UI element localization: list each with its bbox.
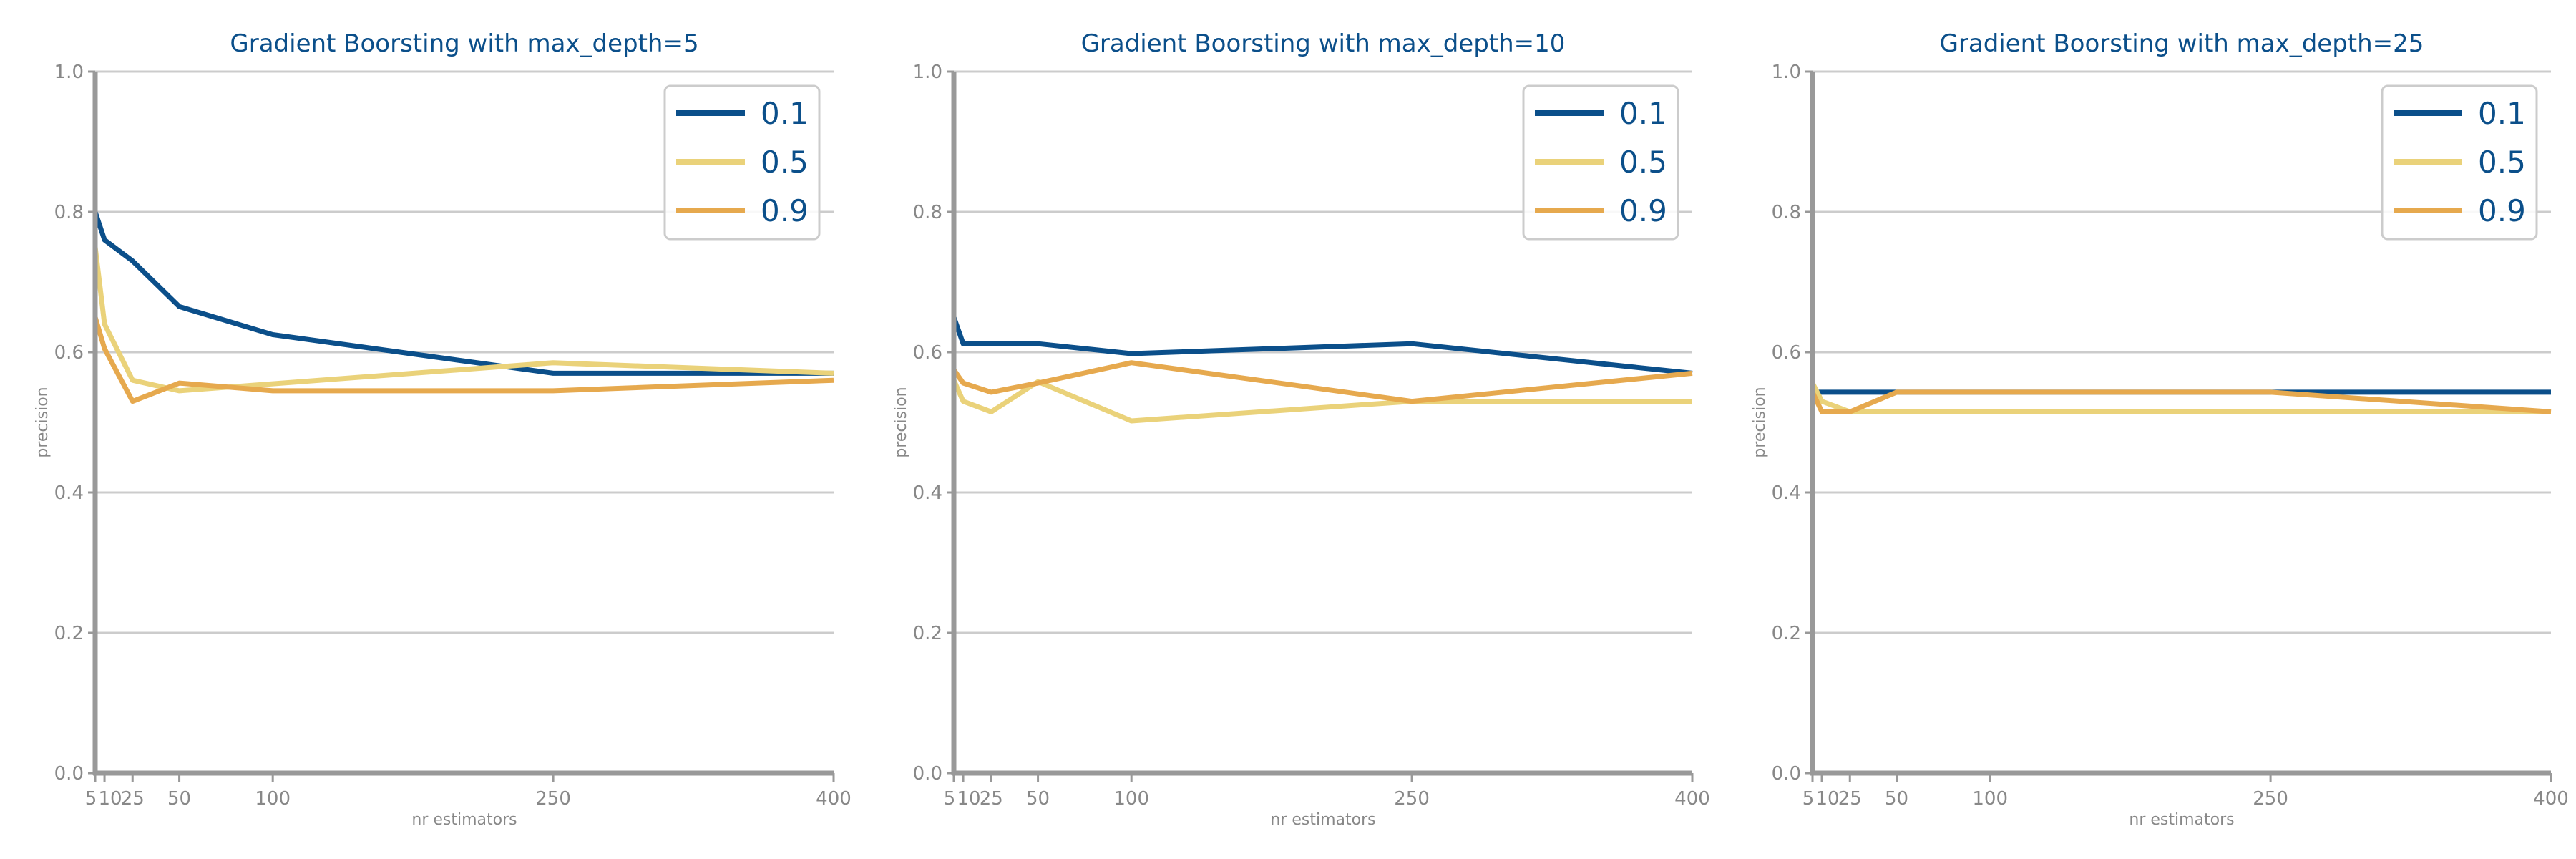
y-axis-label: precision [34, 387, 52, 457]
chart-panel-depth-10: 0.0 0.2 0.4 0.6 0.8 1.0 5 10 25 50 100 250 400 Gradie… [859, 0, 1717, 859]
series-line-0-1 [951, 316, 1693, 376]
x-tick-label: 50 [167, 788, 191, 810]
series-line-0-9 [1810, 389, 2552, 414]
x-tick-label: 100 [255, 788, 291, 810]
y-tick-label: 0.8 [913, 202, 942, 223]
y-axis-label: precision [1751, 387, 1769, 457]
legend-label: 0.9 [1619, 193, 1667, 228]
x-tick-label: 5 [85, 788, 97, 810]
x-tick-label: 250 [1394, 788, 1430, 810]
y-tick-label: 0.0 [913, 763, 942, 785]
x-axis-label: nr estimators [1270, 811, 1375, 829]
x-tick-label: 100 [1972, 788, 2008, 810]
series-line-0-9 [92, 316, 834, 404]
y-axis-label: precision [892, 387, 910, 457]
legend: 0.1 0.5 0.9 [663, 84, 821, 241]
x-tick-label: 10 [99, 788, 122, 810]
y-tick-label: 0.4 [1772, 482, 1801, 504]
legend-label: 0.9 [761, 193, 809, 228]
series-line-0-5 [1810, 382, 2551, 414]
y-tick-label: 0.6 [1772, 342, 1801, 364]
x-tick-label: 10 [1816, 788, 1840, 810]
x-tick-label: 400 [2533, 788, 2569, 810]
chart-panel-depth-5: 0.0 0.2 0.4 0.6 0.8 1.0 5 10 25 50 100 250 400 Gradie… [0, 0, 859, 859]
y-tick-label: 0.8 [1772, 202, 1801, 223]
y-tick-label: 0.2 [1772, 623, 1801, 644]
y-tick-label: 0.6 [54, 342, 84, 364]
legend: 0.1 0.5 0.9 [2381, 84, 2538, 241]
x-axis-label: nr estimators [2129, 811, 2234, 829]
legend-label: 0.5 [761, 145, 809, 180]
x-tick-label: 5 [944, 788, 956, 810]
chart-title: Gradient Boorsting with max_depth=10 [1081, 29, 1566, 58]
y-tick-label: 1.0 [1772, 62, 1801, 83]
y-tick-label: 0.0 [1772, 763, 1801, 785]
legend: 0.1 0.5 0.9 [1522, 84, 1679, 241]
chart-title: Gradient Boorsting with max_depth=5 [230, 29, 698, 58]
x-tick-label: 250 [2253, 788, 2288, 810]
y-tick-label: 0.4 [54, 482, 84, 504]
x-tick-label: 50 [1026, 788, 1050, 810]
chart-title: Gradient Boorsting with max_depth=25 [1940, 29, 2424, 58]
legend-label: 0.1 [1619, 96, 1667, 131]
y-tick-label: 0.2 [913, 623, 942, 644]
x-tick-label: 100 [1113, 788, 1149, 810]
y-tick-label: 0.6 [913, 342, 942, 364]
y-tick-label: 0.0 [54, 763, 84, 785]
chart-panel-depth-25: 0.0 0.2 0.4 0.6 0.8 1.0 5 10 25 50 100 250 400 Gradie… [1717, 0, 2576, 859]
x-tick-label: 400 [1674, 788, 1710, 810]
series-line-0-9 [952, 360, 1693, 404]
legend-label: 0.5 [2478, 145, 2526, 180]
series-line-0-1 [92, 210, 834, 376]
y-tick-label: 1.0 [913, 62, 942, 83]
legend-label: 0.5 [1619, 145, 1667, 180]
legend-label: 0.1 [2478, 96, 2526, 131]
x-tick-label: 25 [980, 788, 1003, 810]
legend-label: 0.1 [761, 96, 809, 131]
y-tick-label: 0.4 [913, 482, 942, 504]
x-tick-label: 400 [816, 788, 852, 810]
y-tick-label: 0.2 [54, 623, 84, 644]
x-tick-label: 10 [957, 788, 981, 810]
x-tick-label: 5 [1802, 788, 1815, 810]
x-tick-label: 25 [121, 788, 145, 810]
x-tick-label: 25 [1838, 788, 1862, 810]
x-tick-label: 250 [535, 788, 571, 810]
y-tick-label: 0.8 [54, 202, 84, 223]
y-tick-label: 1.0 [54, 62, 84, 83]
legend-label: 0.9 [2478, 193, 2526, 228]
x-axis-label: nr estimators [411, 811, 517, 829]
series-line-0-5 [92, 246, 834, 394]
x-tick-label: 50 [1885, 788, 1908, 810]
